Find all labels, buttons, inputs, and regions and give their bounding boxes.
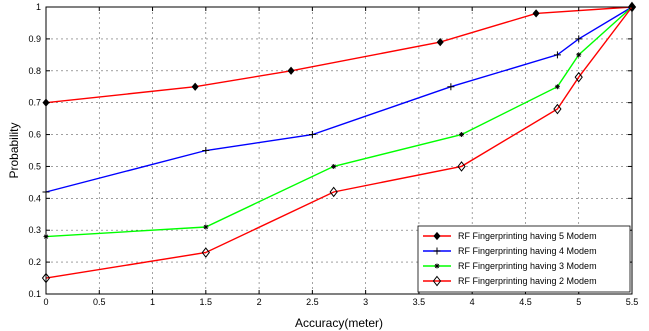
data-point-marker [433,247,441,255]
y-tick-label: 0.9 [28,34,41,44]
data-point-marker [436,37,444,47]
data-point-marker [447,83,455,91]
x-tick-label: 5 [576,297,581,307]
legend-item: RF Fingerprinting having 5 Modem [423,231,597,241]
x-tick-label: 3.5 [413,297,426,307]
legend: RF Fingerprinting having 5 Modem RF Finge… [417,225,631,293]
series-line [45,6,633,104]
data-point-marker [202,147,210,154]
x-tick-label: 4 [470,297,475,307]
data-point-marker [191,82,199,91]
x-tick-label: 0 [43,297,48,307]
data-point-marker [432,275,442,287]
plot-frame [45,6,633,295]
legend-item: RF Fingerprinting having 2 Modem [423,275,597,287]
y-tick-label: 0.6 [28,130,41,140]
data-point-marker [574,71,583,83]
legend-label: RF Fingerprinting having 5 Modem [458,231,597,241]
data-point-marker [434,263,440,269]
data-point-marker [308,131,316,139]
x-tick-label: 3 [363,297,368,307]
x-tick-label: 1 [150,297,155,307]
ticks: 0 0.5 1 1.5 2 2.5 3 3.5 4 4.5 5 5.5 0.1 0.2 0.3 0.4 0.5 0… [28,2,638,307]
legend-label: RF Fingerprinting having 4 Modem [458,246,597,256]
x-tick-label: 5.5 [626,297,639,307]
data-point-marker [287,66,295,75]
data-point-marker [331,163,337,169]
y-axis-title: Probability [7,122,21,178]
data-point-marker [532,9,540,18]
y-tick-label: 0.4 [28,193,41,203]
data-point-marker [554,84,560,90]
x-tick-label: 1.5 [200,297,213,307]
x-tick-label: 4.5 [519,297,532,307]
legend-label: RF Fingerprinting having 3 Modem [458,261,597,271]
data-point-marker [201,247,210,258]
data-point-marker [329,186,338,198]
y-tick-label: 0.1 [28,289,41,299]
data-point-marker [203,224,209,230]
legend-item: RF Fingerprinting having 3 Modem [423,261,597,271]
legend-item: RF Fingerprinting having 4 Modem [423,246,597,256]
x-axis-title: Accuracy(meter) [295,316,383,330]
x-tick-label: 2.5 [306,297,319,307]
y-tick-label: 1 [36,2,41,12]
data-point-marker [553,103,562,115]
series-layer [41,1,637,284]
y-tick-label: 0.7 [28,98,41,108]
data-point-marker [553,51,561,59]
y-tick-label: 0.2 [28,257,41,267]
y-tick-label: 0.3 [28,225,41,235]
y-tick-label: 0.5 [28,161,41,171]
series-line [45,6,633,279]
data-point-marker [433,231,441,241]
data-point-marker [457,161,466,172]
legend-label: RF Fingerprinting having 2 Modem [458,276,597,286]
y-tick-label: 0.8 [28,66,41,76]
legend-box [417,225,631,293]
data-point-marker [576,52,582,58]
x-tick-label: 0.5 [93,297,106,307]
series-1 [42,2,636,107]
x-tick-label: 2 [257,297,262,307]
data-point-marker [575,35,583,43]
data-point-marker [459,132,465,138]
